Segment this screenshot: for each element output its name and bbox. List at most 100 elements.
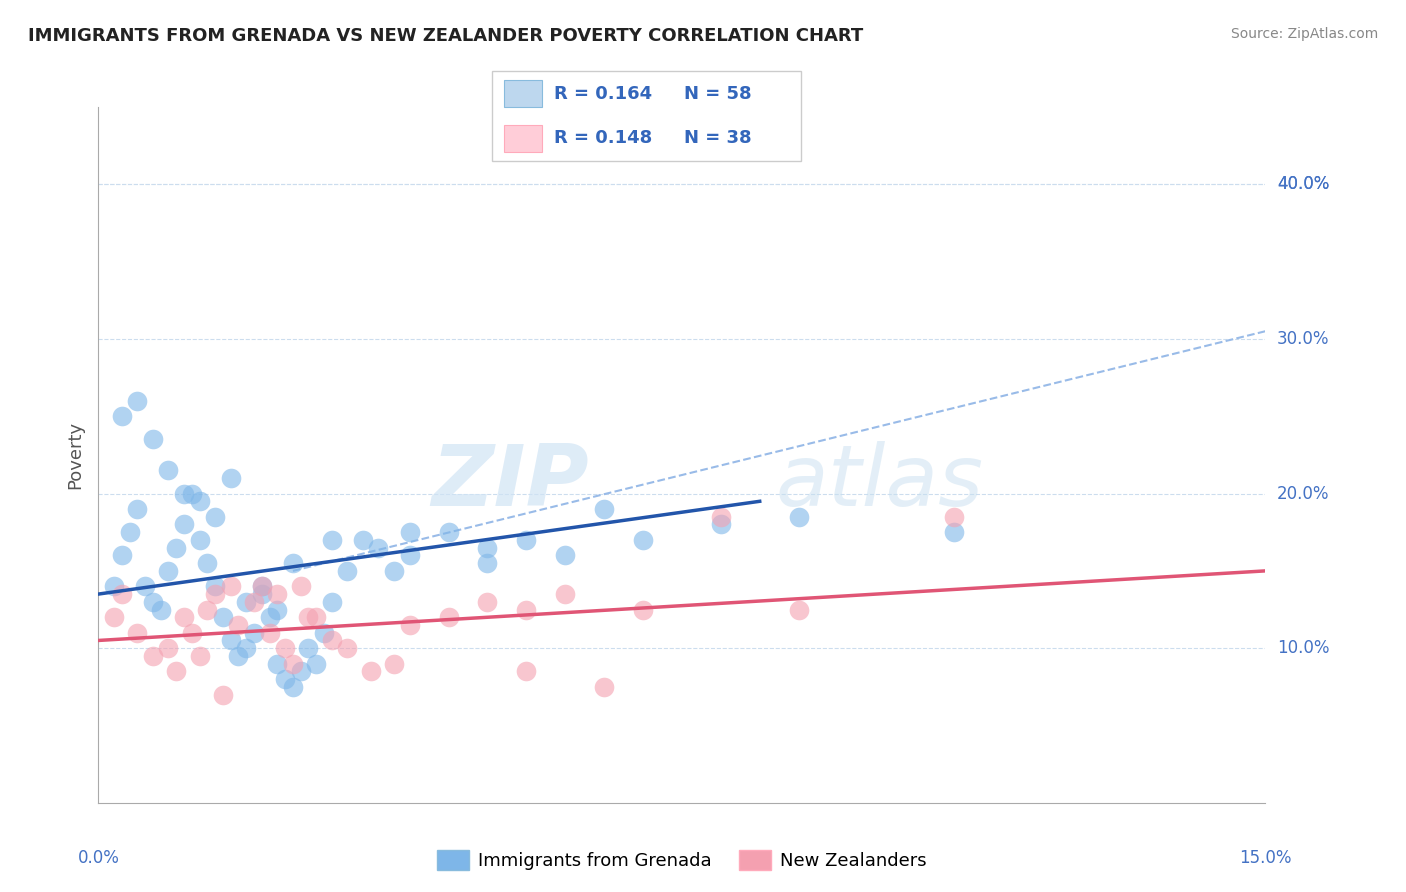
Point <box>212 688 235 702</box>
Point <box>382 657 405 671</box>
Point <box>305 610 328 624</box>
Point <box>290 665 312 679</box>
Point <box>312 625 335 640</box>
Point <box>477 541 499 555</box>
Point <box>195 602 218 616</box>
Point <box>259 610 281 624</box>
Text: N = 58: N = 58 <box>683 85 751 103</box>
Text: IMMIGRANTS FROM GRENADA VS NEW ZEALANDER POVERTY CORRELATION CHART: IMMIGRANTS FROM GRENADA VS NEW ZEALANDER… <box>28 27 863 45</box>
Point <box>787 509 810 524</box>
Point <box>149 602 172 616</box>
Point <box>336 564 359 578</box>
Point <box>188 533 211 547</box>
Point <box>281 680 304 694</box>
Point <box>274 672 297 686</box>
Text: 10.0%: 10.0% <box>1277 640 1330 657</box>
Text: 15.0%: 15.0% <box>1239 849 1292 867</box>
Point <box>134 579 156 593</box>
Point <box>173 610 195 624</box>
Point <box>188 648 211 663</box>
Legend: Immigrants from Grenada, New Zealanders: Immigrants from Grenada, New Zealanders <box>429 843 935 877</box>
Point <box>305 657 328 671</box>
Point <box>281 657 304 671</box>
FancyBboxPatch shape <box>505 125 541 152</box>
Text: ZIP: ZIP <box>430 442 589 524</box>
Text: 20.0%: 20.0% <box>1277 484 1330 502</box>
Point <box>204 587 226 601</box>
Point <box>297 641 319 656</box>
Point <box>111 409 134 424</box>
Point <box>281 556 304 570</box>
Point <box>787 602 810 616</box>
Point <box>195 556 218 570</box>
Point <box>219 471 242 485</box>
Point <box>554 587 576 601</box>
Text: R = 0.164: R = 0.164 <box>554 85 652 103</box>
Point <box>127 393 149 408</box>
Point <box>243 625 266 640</box>
Point <box>142 595 165 609</box>
Point <box>631 602 654 616</box>
Point <box>593 680 616 694</box>
Point <box>250 579 273 593</box>
Point <box>111 549 134 563</box>
Point <box>437 610 460 624</box>
Point <box>266 602 288 616</box>
Text: 40.0%: 40.0% <box>1277 176 1330 194</box>
Point <box>228 648 250 663</box>
Point <box>111 587 134 601</box>
Text: 30.0%: 30.0% <box>1277 330 1330 348</box>
Point <box>710 517 733 532</box>
Point <box>173 517 195 532</box>
Y-axis label: Poverty: Poverty <box>66 421 84 489</box>
Point <box>477 595 499 609</box>
Point <box>157 564 180 578</box>
Point <box>360 665 382 679</box>
Point <box>554 549 576 563</box>
Point <box>250 587 273 601</box>
Text: 40.0%: 40.0% <box>1277 176 1330 194</box>
Point <box>336 641 359 656</box>
Point <box>157 463 180 477</box>
Point <box>297 610 319 624</box>
Point <box>631 533 654 547</box>
Point <box>173 486 195 500</box>
Point <box>142 648 165 663</box>
Point <box>103 579 125 593</box>
Point <box>382 564 405 578</box>
Text: R = 0.148: R = 0.148 <box>554 129 652 147</box>
Point <box>180 486 202 500</box>
Point <box>398 618 420 632</box>
Point <box>943 525 966 540</box>
Point <box>274 641 297 656</box>
Point <box>180 625 202 640</box>
Point <box>266 657 288 671</box>
Point <box>250 579 273 593</box>
Point <box>219 633 242 648</box>
Text: 0.0%: 0.0% <box>77 849 120 867</box>
Point <box>235 595 257 609</box>
Point <box>188 494 211 508</box>
Point <box>127 625 149 640</box>
Point <box>398 525 420 540</box>
Point <box>321 633 343 648</box>
Point <box>710 509 733 524</box>
Point <box>165 665 187 679</box>
Point <box>352 533 374 547</box>
Point <box>943 509 966 524</box>
Point <box>515 533 537 547</box>
Point <box>266 587 288 601</box>
Point <box>157 641 180 656</box>
Point <box>228 618 250 632</box>
Text: Source: ZipAtlas.com: Source: ZipAtlas.com <box>1230 27 1378 41</box>
Point <box>235 641 257 656</box>
Point <box>219 579 242 593</box>
Point <box>165 541 187 555</box>
Point <box>437 525 460 540</box>
Point <box>204 509 226 524</box>
Text: N = 38: N = 38 <box>683 129 751 147</box>
Point <box>515 665 537 679</box>
Point <box>593 502 616 516</box>
Point <box>321 533 343 547</box>
FancyBboxPatch shape <box>492 71 801 161</box>
